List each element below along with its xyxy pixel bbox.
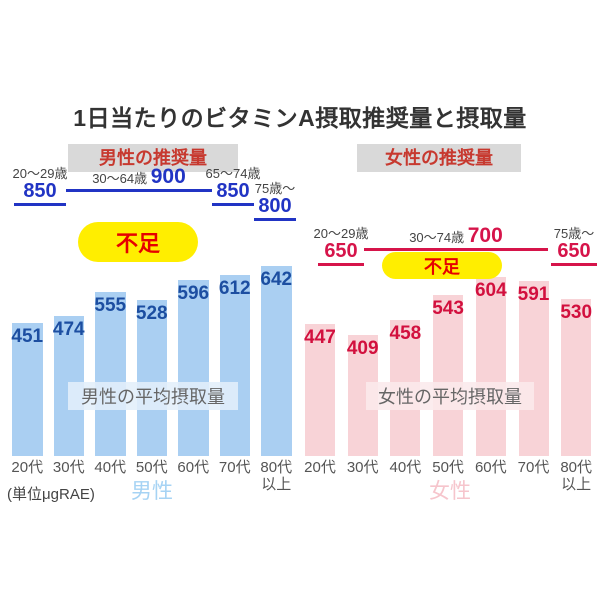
female-bar-value: 604	[474, 280, 507, 301]
female-gender-label: 女性	[429, 480, 471, 503]
female-bar-80代以上: 530	[560, 299, 592, 456]
female-bar-20代: 447	[304, 324, 336, 456]
unit-label: (単位μgRAE)	[7, 486, 95, 503]
male-bar-20代: 451	[11, 323, 43, 456]
male-recommended-label: 30〜64歳 900	[66, 165, 212, 189]
recommended-value: 650	[324, 240, 358, 262]
male-bar-value: 596	[177, 283, 210, 304]
recommended-value: 700	[467, 224, 503, 247]
male-insufficient-badge: 不足	[78, 222, 198, 262]
recommended-value: 800	[258, 195, 292, 217]
male-recommended-label: 75歳〜 800	[246, 181, 304, 217]
male-axis-tick: 50代	[135, 459, 168, 476]
female-axis-tick: 60代	[474, 459, 507, 476]
recommended-age-range: 75歳〜	[553, 226, 595, 241]
female-insufficient-badge: 不足	[382, 252, 502, 279]
female-axis-tick: 20代	[304, 459, 336, 476]
recommended-age-range: 30〜64歳	[92, 171, 151, 186]
recommended-value: 900	[150, 165, 186, 188]
female-recommended-line	[551, 263, 597, 266]
male-bar-value: 528	[135, 303, 168, 324]
recommended-value: 650	[557, 240, 591, 262]
male-bar-value: 642	[260, 269, 293, 290]
male-axis-tick: 80代 以上	[260, 459, 293, 493]
male-recommended-label: 20〜29歳 850	[6, 166, 74, 202]
female-recommended-label: 30〜74歳 700	[364, 224, 548, 248]
male-bar-70代: 612	[219, 275, 251, 456]
recommended-value: 850	[216, 180, 250, 202]
male-recommended-label: 65〜74歳 850	[204, 166, 262, 202]
recommended-age-range: 65〜74歳	[205, 166, 261, 181]
male-axis-tick: 40代	[94, 459, 127, 476]
female-axis-tick: 80代 以上	[560, 459, 593, 493]
recommended-age-range: 30〜74歳	[409, 230, 468, 245]
female-recommended-line	[364, 248, 548, 251]
female-header: 女性の推奨量	[357, 144, 521, 172]
male-average-intake-label: 男性の平均摂取量	[68, 382, 238, 410]
female-average-intake-label: 女性の平均摂取量	[366, 382, 534, 410]
male-axis-tick: 30代	[52, 459, 85, 476]
female-bar-value: 530	[560, 302, 593, 323]
male-axis-tick: 20代	[11, 459, 44, 476]
recommended-age-range: 75歳〜	[254, 181, 296, 196]
female-bar-value: 458	[389, 323, 422, 344]
female-axis-tick: 70代	[517, 459, 550, 476]
male-bar-value: 555	[94, 295, 127, 316]
male-axis-tick: 70代	[218, 459, 251, 476]
female-axis-tick: 50代	[432, 459, 464, 476]
recommended-age-range: 20〜29歳	[12, 166, 68, 181]
female-bar-60代: 604	[475, 277, 507, 456]
female-bar-70代: 591	[518, 281, 549, 456]
page-title: 1日当たりのビタミンA摂取推奨量と摂取量	[73, 105, 527, 131]
female-recommended-label: 20〜29歳 650	[310, 226, 372, 262]
male-bar-value: 474	[52, 319, 85, 340]
male-recommended-line	[14, 203, 66, 206]
female-recommended-line	[318, 263, 364, 266]
male-bar-40代: 555	[94, 292, 126, 456]
male-axis-tick: 60代	[177, 459, 210, 476]
female-bar-value: 543	[432, 298, 464, 319]
male-bar-value: 612	[218, 278, 251, 299]
male-gender-label: 男性	[131, 480, 173, 503]
male-recommended-line	[66, 189, 212, 192]
female-bar-value: 591	[517, 284, 550, 305]
male-bar-value: 451	[11, 326, 44, 347]
female-bar-50代: 543	[432, 295, 464, 456]
male-recommended-line	[254, 218, 296, 221]
male-bar-60代: 596	[177, 280, 209, 456]
male-recommended-line	[212, 203, 254, 206]
female-recommended-label: 75歳〜 650	[543, 226, 600, 262]
female-axis-tick: 40代	[389, 459, 422, 476]
female-axis-tick: 30代	[346, 459, 379, 476]
recommended-age-range: 20〜29歳	[313, 226, 369, 241]
male-bar-80代以上: 642	[260, 266, 292, 456]
male-bar-50代: 528	[136, 300, 168, 456]
female-bar-value: 447	[304, 327, 336, 348]
recommended-value: 850	[23, 180, 57, 202]
female-bar-value: 409	[346, 338, 379, 359]
male-header: 男性の推奨量	[68, 144, 238, 172]
